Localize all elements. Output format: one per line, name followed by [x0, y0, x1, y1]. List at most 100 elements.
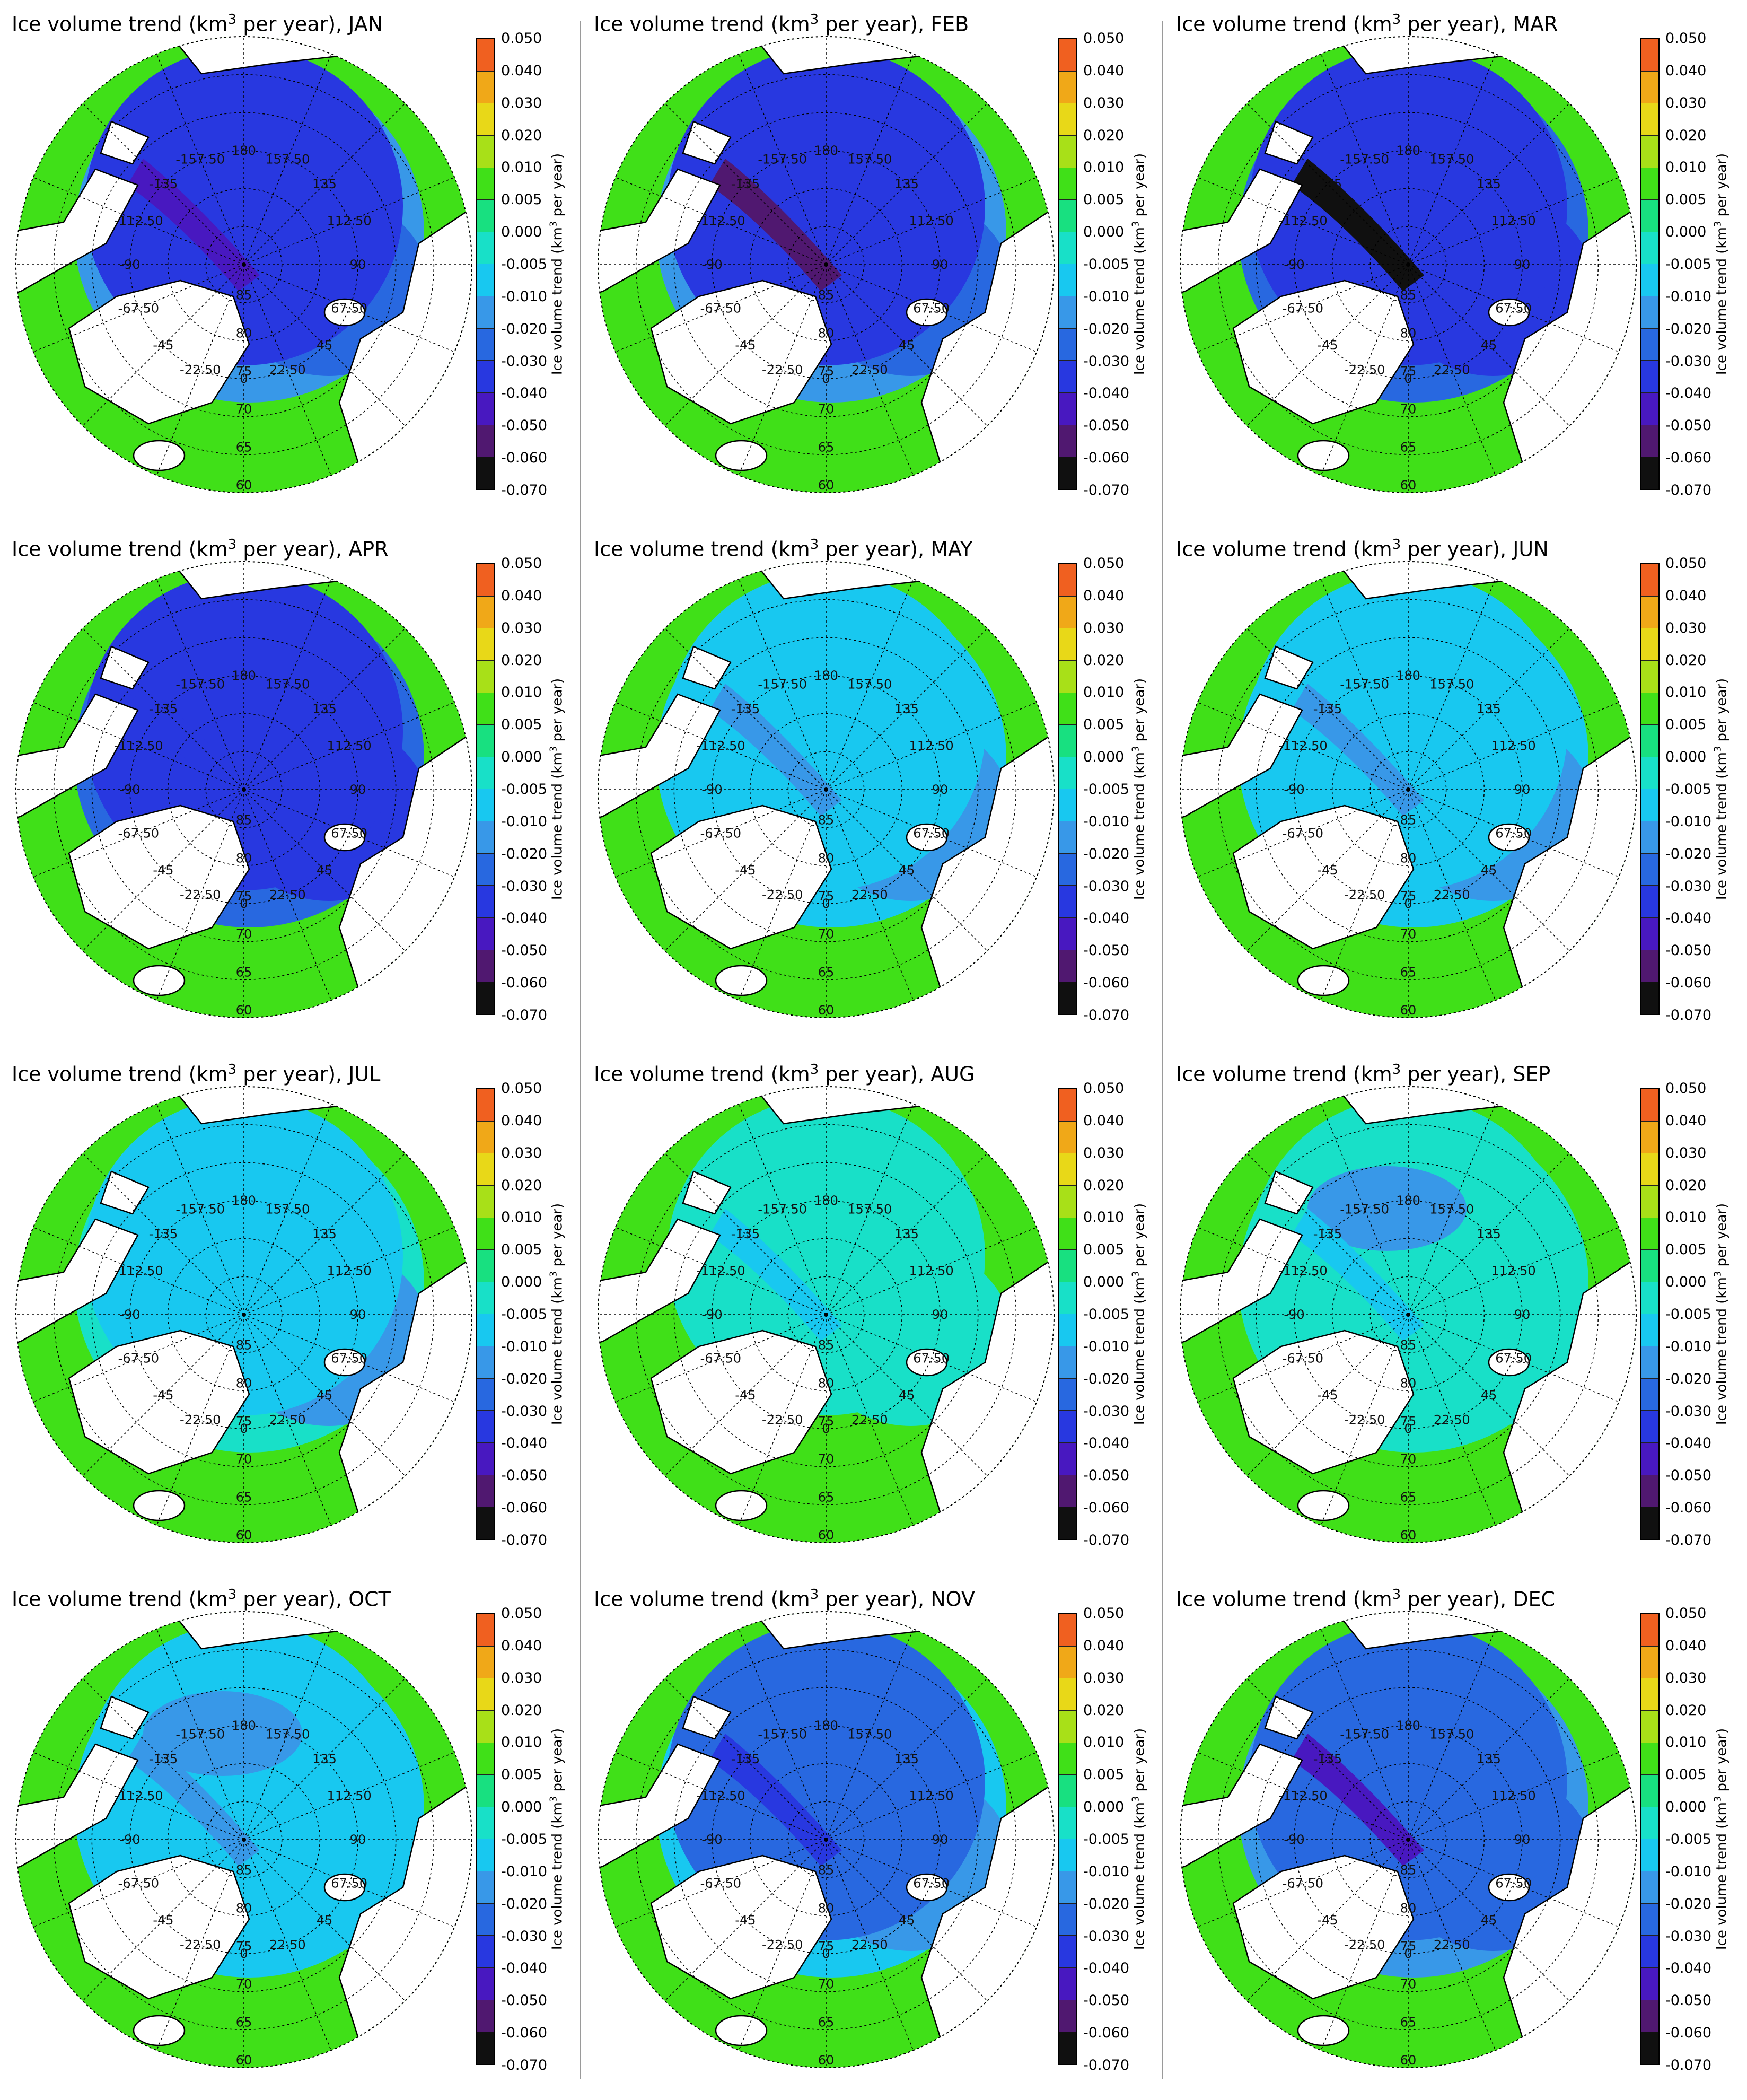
colorbar-segment [477, 39, 494, 71]
colorbar-segment [1641, 1903, 1658, 1936]
longitude-label: 157.50 [265, 1727, 310, 1742]
longitude-label: 112.50 [327, 739, 372, 754]
map-panel-jul: Ice volume trend (km3 per year), JUL 180 1… [0, 1050, 582, 1575]
colorbar [476, 1613, 495, 2065]
colorbar-tick-label: -0.060 [1083, 975, 1130, 992]
colorbar-segment [1641, 1935, 1658, 1968]
colorbar-segment [477, 1281, 494, 1314]
colorbar-segment [477, 1185, 494, 1218]
latitude-circle [673, 1687, 979, 1992]
colorbar-tick-label: 0.005 [1083, 1766, 1125, 1783]
svalbard-land [323, 298, 366, 327]
colorbar-label-prefix: Ice volume trend (km [1131, 1802, 1148, 1950]
title-unit-close: per year), [236, 1587, 349, 1611]
colorbar-segment [477, 360, 494, 393]
arctic-island-land [100, 645, 150, 690]
colorbar-label-prefix: Ice volume trend (km [1714, 1802, 1730, 1950]
colorbar-segment [1059, 1121, 1076, 1153]
longitude-label: -135 [731, 1752, 760, 1766]
longitude-label: 0 [822, 1946, 830, 1961]
longitude-label: -112.50 [696, 739, 745, 754]
colorbar-tick-label: 0.040 [501, 1112, 542, 1129]
greenland-land [68, 804, 250, 950]
greenland-land [1232, 279, 1415, 425]
longitude-label: -67.50 [118, 301, 159, 316]
colorbar-tick-label: 0.030 [1665, 1144, 1707, 1161]
colorbar-segment [1641, 982, 1658, 1014]
colorbar-segment [477, 71, 494, 103]
colorbar-segment [1641, 71, 1658, 103]
longitude-label: 90 [1514, 1832, 1531, 1847]
colorbar-tick-label: -0.070 [1665, 482, 1712, 498]
longitude-label: 22.50 [269, 1413, 306, 1428]
title-unit-exponent: 3 [810, 1587, 819, 1603]
colorbar-tick-label: 0.040 [501, 1637, 542, 1654]
colorbar [1640, 563, 1660, 1015]
colorbar-tick-label: -0.020 [501, 1895, 548, 1912]
colorbar-tick-label: 0.010 [1083, 1734, 1125, 1751]
colorbar-segment [477, 1678, 494, 1710]
longitude-label: -157.50 [175, 1727, 225, 1742]
title-unit-close: per year), [819, 537, 931, 561]
latitude-label: 75 [818, 1939, 835, 1954]
longitude-label: -135 [149, 1752, 178, 1766]
colorbar-segment [1059, 71, 1076, 103]
colorbar-segment [1059, 1774, 1076, 1807]
colorbar-tick-label: -0.070 [1665, 2057, 1712, 2073]
beaufort-trend-field [1307, 1166, 1467, 1251]
colorbar-tick-label: -0.050 [1083, 1992, 1130, 2009]
colorbar-segment [477, 1999, 494, 2032]
colorbar-segment [477, 199, 494, 232]
longitude-label: 22.50 [269, 363, 306, 378]
latitude-label: 85 [818, 288, 835, 303]
colorbar [1640, 38, 1660, 490]
title-unit-close: per year), [819, 12, 931, 36]
colorbar-tick-label: -0.070 [1665, 1007, 1712, 1023]
colorbar-segment [1641, 457, 1658, 489]
greenland-land [68, 279, 250, 425]
longitude-label: -112.50 [114, 1264, 163, 1279]
latitude-label: 70 [818, 927, 835, 942]
longitude-label: 157.50 [847, 1727, 892, 1742]
colorbar-tick-label: -0.070 [1083, 1532, 1130, 1548]
latitude-label: 85 [236, 813, 252, 828]
colorbar-segment [1641, 1217, 1658, 1250]
polar-map: 180 157.50 -157.50 135 -135 112.50 -112.50 90 -9… [15, 1086, 472, 1543]
colorbar-label-suffix: per year) [1131, 153, 1148, 221]
iceland-land [133, 1490, 186, 1521]
title-unit-exponent: 3 [227, 537, 237, 553]
colorbar-tick-label: 0.050 [501, 555, 542, 572]
latitude-circle [167, 1238, 321, 1392]
longitude-label: 67.50 [331, 1351, 367, 1366]
longitude-label: -67.50 [118, 826, 159, 841]
longitude-label: 22.50 [851, 1413, 888, 1428]
colorbar-segment [1059, 1378, 1076, 1411]
latitude-circle [1369, 226, 1447, 303]
svalbard-land [906, 1348, 948, 1377]
graticule [598, 36, 1055, 493]
longitude-label: 0 [822, 896, 830, 911]
latitude-circle [53, 599, 435, 981]
colorbar-tick-label: 0.000 [501, 749, 542, 766]
longitude-label: 0 [822, 1421, 830, 1436]
title-month: JUN [1513, 537, 1549, 561]
colorbar-label-exponent: 3 [1130, 746, 1142, 752]
colorbar-segment [1641, 231, 1658, 264]
colorbar-tick-label: 0.005 [1665, 716, 1707, 733]
graticule [15, 36, 472, 493]
colorbar-tick-label: 0.050 [1083, 1605, 1125, 1622]
colorbar-tick-label: 0.010 [1665, 1209, 1707, 1226]
latitude-label: 80 [1400, 326, 1417, 340]
north-greenland-trend-field [1292, 1209, 1424, 1341]
colorbar-label-prefix: Ice volume trend (km [1714, 227, 1730, 375]
colorbar-segment [477, 756, 494, 789]
latitude-label: 70 [236, 1977, 252, 1992]
longitude-label: 157.50 [265, 677, 310, 692]
latitude-circle [91, 637, 397, 942]
map-boundary [1180, 1086, 1637, 1543]
longitude-label: 180 [1396, 1718, 1420, 1733]
colorbar-segment [1059, 424, 1076, 457]
colorbar-tick-label: 0.040 [1083, 1637, 1125, 1654]
colorbar-segment [1059, 1249, 1076, 1282]
colorbar-tick-label: 0.040 [1665, 1112, 1707, 1129]
